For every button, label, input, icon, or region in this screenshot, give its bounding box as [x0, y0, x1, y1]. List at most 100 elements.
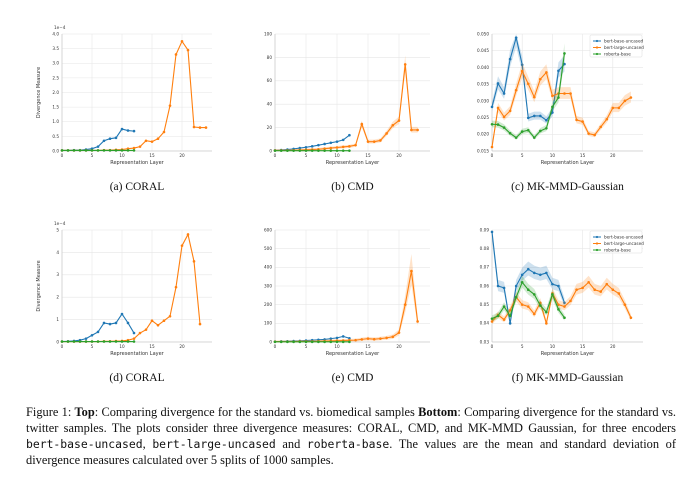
legend-marker-roberta-base: [595, 52, 599, 56]
point-bert-base-uncased: [526, 267, 530, 271]
point-bert-base-uncased: [90, 333, 94, 337]
point-bert-large-uncased: [520, 69, 524, 73]
point-roberta-base: [539, 304, 542, 307]
x-tick-label: 20: [396, 153, 402, 158]
point-bert-large-uncased: [323, 147, 326, 150]
point-bert-large-uncased: [581, 120, 584, 123]
caption-encoder-3: roberta-base: [306, 437, 390, 451]
point-bert-base-uncased: [496, 284, 500, 288]
point-bert-base-uncased: [520, 63, 524, 67]
point-bert-base-uncased: [551, 282, 554, 286]
y-tick-label: 0: [269, 148, 272, 153]
point-bert-base-uncased: [298, 146, 302, 150]
point-roberta-base: [317, 149, 320, 152]
x-tick-label: 5: [91, 344, 94, 349]
point-bert-large-uncased: [593, 133, 596, 137]
point-roberta-base: [323, 149, 326, 152]
point-bert-large-uncased: [599, 290, 603, 293]
point-bert-base-uncased: [502, 92, 506, 95]
y-tick-label: 300: [264, 283, 272, 288]
x-axis-label: Representation Layer: [326, 160, 380, 166]
point-bert-large-uncased: [520, 303, 524, 306]
point-bert-base-uncased: [526, 116, 530, 120]
y-axis-label: Divergence Measure: [36, 67, 42, 118]
point-roberta-base: [508, 131, 512, 135]
point-bert-large-uncased: [410, 128, 413, 132]
point-bert-large-uncased: [186, 233, 190, 236]
point-bert-large-uncased: [138, 145, 142, 148]
legend-marker-roberta-base: [595, 248, 599, 252]
point-bert-base-uncased: [120, 312, 124, 316]
y-tick-label: 1.5: [52, 105, 59, 110]
point-bert-base-uncased: [96, 330, 100, 334]
y-tick-label: 0.09: [480, 227, 490, 232]
point-bert-base-uncased: [329, 337, 333, 340]
point-roberta-base: [557, 308, 560, 311]
point-roberta-base: [335, 149, 339, 152]
point-roberta-base: [84, 149, 88, 152]
x-tick-label: 15: [149, 344, 155, 349]
x-axis-label: Representation Layer: [541, 351, 595, 357]
y-tick-label: 3.5: [52, 46, 59, 51]
point-roberta-base: [526, 128, 530, 132]
y-tick-label: 0.0: [52, 148, 59, 153]
point-roberta-base: [323, 340, 326, 344]
legend-marker-bert-base-uncased: [595, 39, 599, 43]
point-bert-large-uncased: [372, 337, 376, 341]
y-tick-label: 4: [56, 250, 59, 255]
point-bert-large-uncased: [532, 312, 536, 316]
y-tick-label: 0.05: [480, 302, 490, 307]
point-bert-large-uncased: [156, 323, 160, 327]
caption-top-label: Top: [74, 405, 95, 419]
point-bert-large-uncased: [611, 288, 615, 292]
chart-c: 0.015 0.020 0.025 0.030 0.035 0.040 0.045 0.050…: [477, 31, 644, 193]
x-tick-label: 0: [274, 344, 277, 349]
subplot-caption: (c) MK-MMD-Gaussian: [511, 181, 624, 193]
point-bert-base-uncased: [490, 230, 494, 234]
point-bert-base-uncased: [323, 142, 326, 146]
point-roberta-base: [279, 149, 283, 152]
y-tick-label: 2.0: [52, 90, 59, 95]
point-roberta-base: [126, 149, 130, 152]
point-bert-large-uncased: [617, 292, 621, 295]
point-roberta-base: [102, 340, 106, 343]
point-roberta-base: [502, 126, 506, 129]
point-roberta-base: [490, 317, 494, 320]
point-bert-large-uncased: [174, 285, 178, 289]
y-tick-label: 0.050: [477, 31, 489, 36]
point-bert-large-uncased: [162, 319, 166, 323]
point-bert-large-uncased: [569, 299, 572, 303]
point-roberta-base: [286, 340, 289, 344]
point-roberta-base: [545, 310, 548, 314]
line-bert-large-uncased: [275, 270, 419, 343]
point-bert-base-uncased: [304, 145, 308, 149]
point-bert-base-uncased: [532, 271, 536, 275]
point-bert-large-uncased: [490, 145, 494, 149]
x-tick-label: 20: [179, 153, 185, 158]
point-roberta-base: [90, 149, 94, 152]
std-band-bert-large-uncased: [492, 275, 631, 326]
point-bert-base-uncased: [539, 114, 542, 118]
caption-bottom-text: : Comparing divergence for the standard …: [26, 405, 676, 435]
point-bert-large-uncased: [360, 122, 364, 126]
point-bert-base-uncased: [329, 141, 333, 145]
point-roberta-base: [520, 280, 524, 284]
point-roberta-base: [60, 149, 64, 152]
x-tick-label: 15: [580, 344, 586, 349]
point-roberta-base: [114, 340, 118, 343]
point-bert-base-uncased: [496, 82, 500, 85]
x-tick-label: 20: [179, 344, 185, 349]
x-axis-label: Representation Layer: [110, 351, 164, 357]
point-roberta-base: [78, 149, 82, 152]
point-bert-large-uncased: [502, 115, 506, 119]
point-bert-large-uncased: [563, 92, 566, 95]
point-bert-large-uncased: [168, 104, 172, 107]
chart-e: 0 100 200 300 400 500 600 0 5 10 15 20 Representatio…: [264, 227, 430, 384]
point-roberta-base: [496, 123, 500, 126]
point-bert-large-uncased: [192, 125, 196, 129]
point-bert-large-uncased: [397, 331, 401, 334]
point-bert-base-uncased: [132, 129, 136, 133]
y-tick-label: 0.025: [477, 115, 489, 120]
point-bert-base-uncased: [126, 321, 130, 325]
std-band-bert-base-uncased: [492, 34, 565, 124]
